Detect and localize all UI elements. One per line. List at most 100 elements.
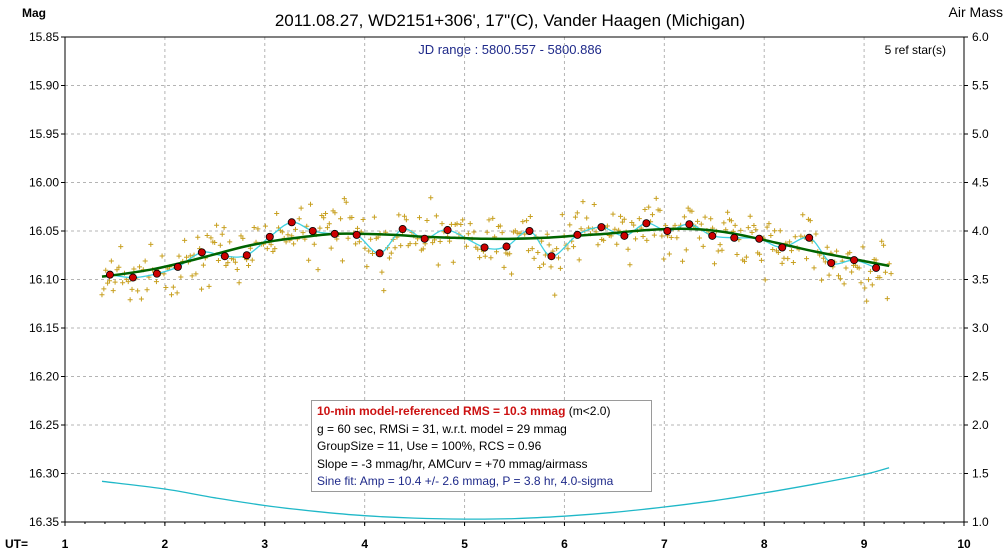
raw-point <box>804 256 810 262</box>
binned-point <box>242 251 251 260</box>
raw-point <box>792 234 798 240</box>
raw-point <box>789 248 795 254</box>
raw-point <box>153 279 159 285</box>
raw-point <box>116 264 122 270</box>
y-tick-label-left: 15.90 <box>29 79 59 93</box>
raw-point <box>148 241 154 247</box>
raw-point <box>766 221 772 227</box>
y-tick-label-right: 6.0 <box>972 30 989 44</box>
y-tick-label-left: 15.95 <box>29 127 59 141</box>
x-tick-label: 2 <box>162 537 169 551</box>
raw-point <box>644 237 650 243</box>
raw-point <box>576 257 582 263</box>
raw-point <box>108 258 114 264</box>
raw-point <box>610 211 616 217</box>
binned-point <box>525 226 534 235</box>
raw-point <box>745 225 751 231</box>
binned-point <box>398 225 407 234</box>
raw-point <box>497 223 503 229</box>
raw-point <box>627 262 633 268</box>
raw-point <box>544 231 550 237</box>
raw-point <box>757 251 763 257</box>
raw-point <box>764 224 770 230</box>
x-axis-title: UT= <box>5 537 28 551</box>
y-tick-label-left: 16.30 <box>29 467 59 481</box>
raw-point <box>640 234 646 240</box>
airmass-curve <box>101 467 890 520</box>
y-tick-label-left: 16.35 <box>29 515 59 529</box>
interp-line <box>109 221 877 279</box>
raw-point <box>843 265 849 271</box>
raw-point <box>824 244 830 250</box>
raw-point <box>721 220 727 226</box>
raw-point <box>822 259 828 265</box>
raw-point <box>368 236 374 242</box>
raw-point <box>428 195 434 201</box>
x-tick-label: 3 <box>261 537 268 551</box>
raw-point <box>877 275 883 281</box>
raw-point <box>772 228 778 234</box>
raw-point <box>106 278 112 284</box>
raw-point <box>618 213 624 219</box>
raw-point <box>535 250 541 256</box>
raw-point <box>819 277 825 283</box>
raw-point <box>370 251 376 257</box>
raw-point <box>800 212 806 218</box>
raw-point <box>858 280 864 286</box>
raw-point <box>214 222 220 228</box>
raw-point <box>787 239 793 245</box>
raw-point <box>234 267 240 273</box>
model-curve <box>101 227 890 278</box>
raw-point <box>646 204 652 210</box>
raw-point <box>580 199 586 205</box>
raw-point <box>433 213 439 219</box>
raw-point <box>672 222 678 228</box>
binned-point <box>872 263 881 272</box>
raw-point <box>279 229 285 235</box>
raw-point <box>768 233 774 239</box>
raw-point <box>685 205 691 211</box>
raw-point <box>742 258 748 264</box>
raw-point <box>477 255 483 261</box>
raw-point <box>642 207 648 213</box>
raw-point <box>524 218 530 224</box>
raw-point <box>437 239 443 245</box>
raw-point <box>807 218 813 224</box>
binned-point <box>420 234 429 243</box>
raw-point <box>388 250 394 256</box>
raw-point <box>199 286 205 292</box>
raw-point <box>813 231 819 237</box>
raw-point <box>777 228 783 234</box>
raw-point <box>215 257 221 263</box>
slope-line: Slope = -3 mmag/hr, AMCurv = +70 mmag/ai… <box>317 456 588 471</box>
binned-point <box>480 243 489 252</box>
y-tick-label-right: 2.0 <box>972 418 989 432</box>
raw-point <box>629 219 635 225</box>
raw-point <box>204 232 210 238</box>
binned-point <box>755 234 764 243</box>
binned-point <box>173 262 182 271</box>
sine-fit-line: Sine fit: Amp = 10.4 +/- 2.6 mmag, P = 3… <box>317 474 614 488</box>
raw-point <box>601 237 607 243</box>
raw-point <box>702 214 708 220</box>
raw-point <box>170 284 176 290</box>
raw-point <box>738 227 744 233</box>
raw-point <box>633 236 639 242</box>
raw-point <box>396 212 402 218</box>
raw-point <box>212 240 218 245</box>
raw-point <box>715 248 721 254</box>
binned-points <box>105 218 881 282</box>
raw-point <box>112 279 118 285</box>
raw-point <box>137 264 143 270</box>
raw-point <box>621 216 627 222</box>
raw-point <box>779 260 785 266</box>
raw-point <box>208 235 214 241</box>
raw-point <box>401 213 407 219</box>
raw-point <box>127 297 133 303</box>
raw-point <box>270 248 276 254</box>
raw-point <box>291 241 297 247</box>
raw-point <box>770 247 776 253</box>
binned-point <box>330 229 339 238</box>
raw-point <box>619 219 625 225</box>
raw-point <box>420 246 426 252</box>
